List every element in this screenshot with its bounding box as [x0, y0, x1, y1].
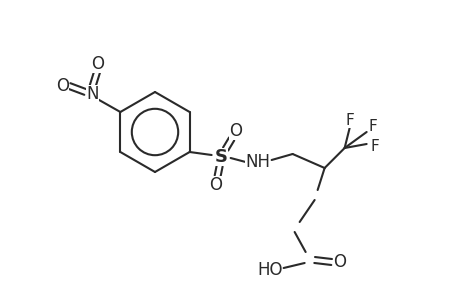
Text: F: F [368, 118, 376, 134]
Text: NH: NH [245, 153, 269, 171]
Text: S: S [215, 148, 228, 166]
Text: O: O [229, 122, 241, 140]
Text: HO: HO [256, 261, 282, 279]
Text: N: N [86, 85, 98, 103]
Text: O: O [332, 253, 345, 271]
Text: O: O [56, 77, 69, 95]
Text: O: O [91, 55, 104, 73]
Text: F: F [345, 112, 353, 128]
Text: O: O [209, 176, 222, 194]
Text: F: F [369, 139, 378, 154]
